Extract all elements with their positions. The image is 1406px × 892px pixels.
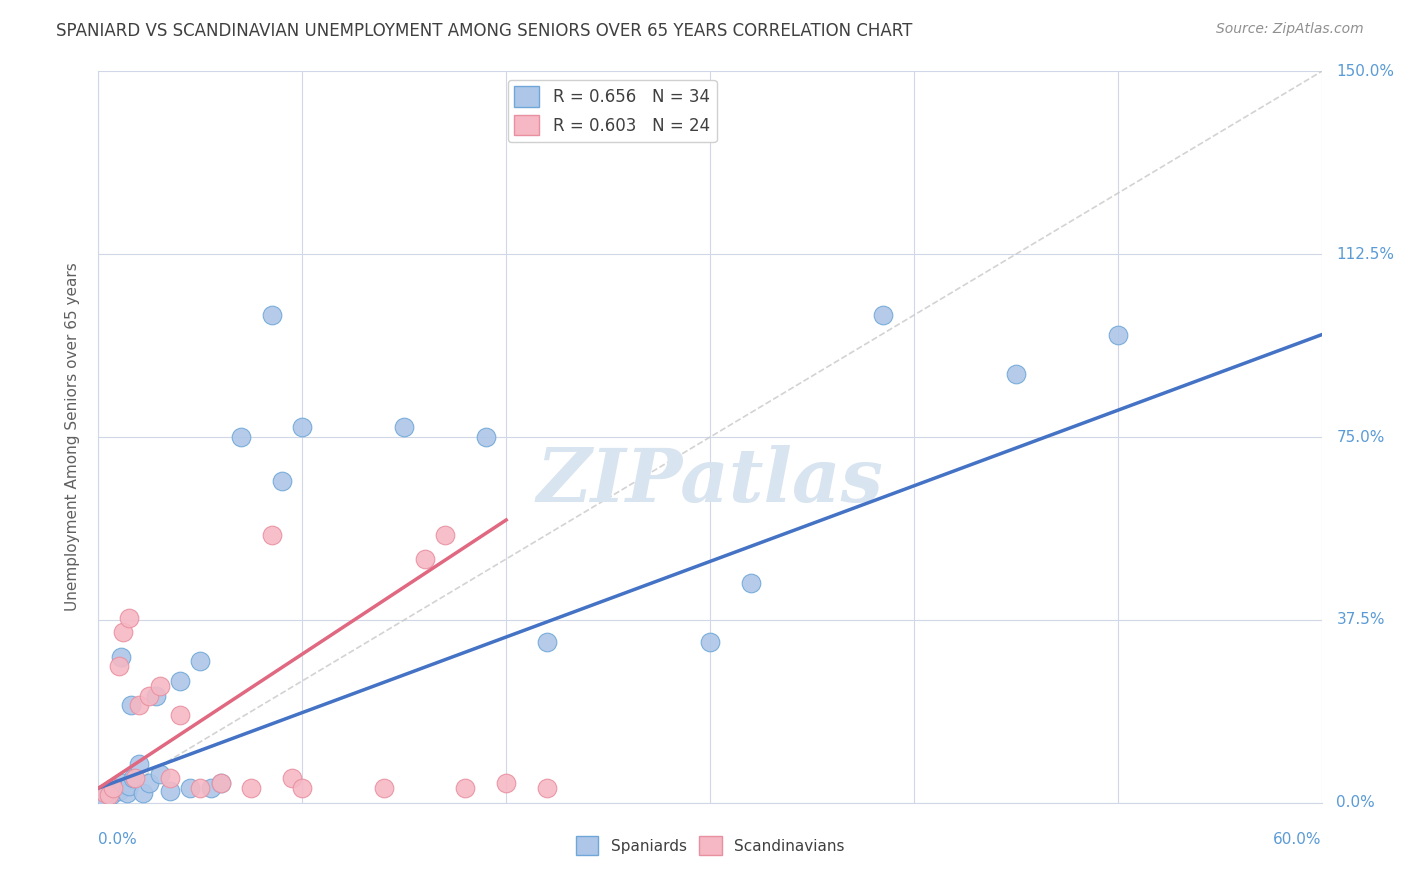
Point (1107, 327, 1129, 342)
Point (872, 308, 894, 322)
Point (118, 610, 141, 624)
Point (373, 781, 395, 796)
Point (260, 527, 283, 541)
Text: 112.5%: 112.5% (1336, 247, 1395, 261)
Point (93, 791, 115, 805)
Point (149, 766, 172, 780)
Text: 37.5%: 37.5% (1336, 613, 1385, 627)
Point (128, 756, 150, 771)
Point (128, 698, 150, 713)
Point (138, 776, 160, 790)
Text: 0.0%: 0.0% (1336, 796, 1375, 810)
Point (291, 781, 314, 796)
Point (1004, 367, 1026, 381)
Point (115, 786, 138, 800)
Point (122, 772, 145, 786)
Point (281, 772, 304, 786)
Point (159, 783, 181, 797)
Point (270, 474, 294, 488)
Point (188, 654, 212, 668)
Text: Source: ZipAtlas.com: Source: ZipAtlas.com (1216, 22, 1364, 37)
Point (132, 786, 155, 800)
Point (188, 781, 212, 796)
Point (101, 781, 124, 796)
Text: 60.0%: 60.0% (1274, 832, 1322, 847)
Point (108, 783, 131, 797)
Point (536, 781, 558, 796)
Point (433, 527, 456, 541)
Point (536, 635, 558, 649)
Point (699, 635, 721, 649)
Point (145, 689, 167, 703)
Point (120, 698, 142, 713)
Point (100, 789, 122, 803)
Point (118, 779, 141, 793)
Y-axis label: Unemployment Among Seniors over 65 years: Unemployment Among Seniors over 65 years (65, 263, 80, 611)
Point (495, 776, 517, 790)
Point (454, 781, 477, 796)
Point (413, 552, 436, 566)
Point (200, 781, 222, 796)
Text: 75.0%: 75.0% (1336, 430, 1385, 444)
Point (209, 776, 232, 790)
Point (169, 673, 191, 688)
Point (97, 786, 120, 800)
Point (111, 625, 134, 640)
Point (474, 430, 498, 444)
Point (111, 776, 134, 790)
Point (179, 781, 201, 796)
Point (240, 781, 263, 796)
Point (108, 659, 131, 673)
Legend: Spaniards, Scandinavians: Spaniards, Scandinavians (569, 830, 851, 861)
Point (392, 420, 416, 434)
Point (740, 576, 762, 591)
Point (97, 789, 120, 803)
Point (124, 772, 146, 786)
Text: ZIPatlas: ZIPatlas (537, 445, 883, 517)
Point (231, 430, 253, 444)
Point (260, 308, 283, 322)
Point (291, 420, 314, 434)
Point (104, 781, 127, 796)
Point (138, 689, 160, 703)
Point (110, 649, 132, 664)
Point (149, 679, 172, 693)
Text: 0.0%: 0.0% (98, 832, 138, 847)
Text: SPANIARD VS SCANDINAVIAN UNEMPLOYMENT AMONG SENIORS OVER 65 YEARS CORRELATION CH: SPANIARD VS SCANDINAVIAN UNEMPLOYMENT AM… (56, 22, 912, 40)
Point (209, 776, 232, 790)
Point (169, 708, 191, 723)
Text: 150.0%: 150.0% (1336, 64, 1395, 78)
Point (159, 772, 181, 786)
Point (93, 786, 115, 800)
